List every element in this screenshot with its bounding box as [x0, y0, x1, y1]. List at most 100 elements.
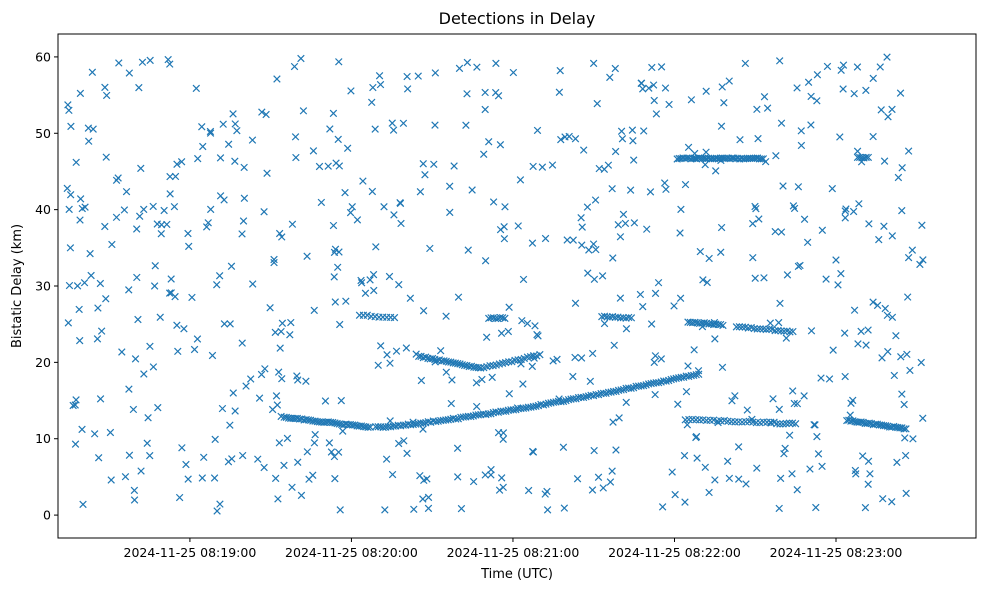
detection-point — [590, 275, 599, 284]
detection-point — [532, 402, 540, 410]
detection-point — [366, 276, 374, 284]
detection-point — [271, 474, 280, 483]
x-axis-label: Time (UTC) — [480, 567, 553, 582]
detection-point — [174, 347, 182, 356]
detection-point — [329, 221, 338, 230]
detection-point — [199, 142, 207, 151]
detection-point — [497, 474, 506, 482]
detection-point — [414, 72, 422, 80]
detection-point — [164, 55, 172, 64]
detection-point — [775, 57, 784, 65]
detection-point — [501, 203, 509, 211]
detection-point — [501, 314, 509, 323]
detection-point — [102, 295, 110, 303]
detection-point — [369, 270, 378, 279]
detection-point — [538, 163, 547, 171]
detection-point — [180, 325, 188, 333]
detection-point — [900, 425, 908, 433]
detection-point — [502, 407, 510, 415]
detection-point — [278, 319, 287, 327]
detection-point — [505, 303, 513, 311]
detection-point — [881, 421, 890, 430]
detection-point — [646, 188, 655, 196]
detection-point — [106, 428, 115, 437]
detection-point — [693, 454, 701, 462]
detection-point — [702, 148, 710, 156]
detection-point — [135, 83, 143, 92]
detection-point — [419, 425, 427, 433]
detection-point — [69, 401, 77, 410]
detection-point — [167, 289, 175, 297]
detection-point — [509, 68, 518, 77]
detection-point — [440, 357, 448, 365]
detection-point — [750, 324, 758, 333]
detection-point — [862, 341, 870, 349]
detection-point — [270, 258, 278, 267]
detection-point — [286, 331, 294, 339]
detection-point — [115, 59, 123, 67]
detection-point — [430, 160, 438, 169]
detection-point — [756, 325, 764, 333]
detection-point — [904, 147, 913, 155]
detection-point — [783, 271, 792, 279]
detection-point — [129, 405, 138, 414]
detection-point — [421, 171, 429, 179]
detection-point — [671, 490, 679, 499]
detection-point — [873, 301, 882, 310]
detection-point — [786, 328, 794, 336]
detection-point — [898, 390, 906, 398]
detection-point — [182, 460, 190, 469]
detection-point — [751, 202, 759, 211]
detection-point — [776, 299, 784, 308]
detection-point — [454, 293, 463, 301]
detection-point — [315, 162, 324, 171]
detection-point — [578, 241, 586, 249]
detection-point — [273, 401, 282, 409]
detection-point — [275, 229, 284, 238]
detection-point — [630, 219, 639, 227]
detection-point — [626, 186, 635, 194]
detection-point — [717, 223, 726, 232]
detection-point — [615, 414, 623, 422]
detection-point — [500, 234, 509, 243]
detection-point — [361, 289, 370, 297]
detection-point — [577, 354, 586, 362]
detection-point — [584, 269, 592, 277]
detection-point — [78, 204, 86, 213]
detection-point — [210, 474, 219, 482]
detection-point — [173, 321, 181, 329]
detection-point — [388, 119, 396, 127]
detection-point — [788, 387, 797, 395]
detection-point — [670, 302, 678, 310]
detection-point — [334, 448, 343, 456]
detection-point — [606, 478, 615, 486]
detection-point — [424, 504, 433, 513]
detection-point — [428, 354, 437, 363]
detection-point — [628, 126, 637, 134]
detection-point — [734, 443, 743, 451]
detection-point — [853, 147, 862, 155]
detection-point — [94, 304, 102, 312]
detection-point — [548, 161, 557, 169]
detection-point — [529, 162, 537, 171]
detection-point — [383, 351, 391, 359]
detection-point — [823, 62, 832, 71]
detection-point — [543, 506, 552, 514]
detection-point — [331, 474, 339, 483]
detection-point — [622, 325, 631, 333]
detection-point — [516, 176, 525, 184]
detection-point — [108, 240, 116, 249]
detection-point — [800, 392, 808, 400]
detection-point — [906, 366, 914, 375]
detection-point — [337, 396, 346, 405]
detection-point — [864, 480, 872, 488]
detection-point — [514, 356, 522, 364]
detection-point — [336, 506, 344, 514]
detection-point — [410, 505, 418, 514]
detection-point — [330, 273, 338, 281]
detection-point — [637, 79, 645, 87]
detection-point — [621, 219, 630, 228]
detection-point — [687, 96, 696, 104]
detection-point — [797, 127, 805, 135]
detection-point — [199, 453, 208, 462]
